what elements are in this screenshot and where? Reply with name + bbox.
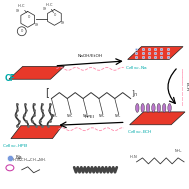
Text: $\mathsf{H_2C}$: $\mathsf{H_2C}$	[17, 2, 26, 10]
Text: Cell$_{suc}$-ECH: Cell$_{suc}$-ECH	[127, 128, 152, 136]
Text: OH: OH	[35, 23, 39, 27]
Ellipse shape	[136, 104, 139, 112]
Text: $\mathsf{NH_2}$: $\mathsf{NH_2}$	[98, 112, 106, 120]
Text: O: O	[54, 13, 57, 17]
Text: $\mathsf{NH_2}$: $\mathsf{NH_2}$	[114, 112, 122, 120]
Text: [: [	[46, 88, 50, 98]
Text: $\mathsf{NH_2}$: $\mathsf{NH_2}$	[174, 147, 182, 155]
Text: OH: OH	[16, 9, 20, 13]
Polygon shape	[128, 47, 183, 60]
Polygon shape	[11, 126, 62, 139]
Text: $\mathsf{H_2N}$: $\mathsf{H_2N}$	[129, 153, 137, 160]
Polygon shape	[9, 66, 64, 79]
Text: OH: OH	[61, 21, 65, 25]
Ellipse shape	[162, 104, 166, 112]
Text: $\mathsf{NH_2}$: $\mathsf{NH_2}$	[82, 112, 90, 120]
Text: HPEI: HPEI	[85, 115, 95, 119]
Polygon shape	[130, 112, 185, 125]
Ellipse shape	[152, 104, 155, 112]
Ellipse shape	[157, 104, 160, 112]
Text: NaOH/EtOH: NaOH/EtOH	[77, 54, 103, 58]
Text: Cell$_{suc}$-Na: Cell$_{suc}$-Na	[125, 64, 147, 72]
Text: Na: Na	[16, 155, 22, 160]
Text: $\mathsf{NH_2}$: $\mathsf{NH_2}$	[51, 112, 58, 120]
Text: $\mathsf{NH_2}$: $\mathsf{NH_2}$	[66, 112, 74, 120]
Ellipse shape	[141, 104, 144, 112]
Ellipse shape	[168, 104, 171, 112]
Text: ]$_n$: ]$_n$	[131, 89, 138, 99]
Text: O: O	[21, 29, 23, 33]
Text: $\mathsf{H_2C}$: $\mathsf{H_2C}$	[45, 2, 54, 9]
Text: ECH: ECH	[185, 82, 189, 91]
Text: $\mathsf{H_2N\!\!-\!\!CH_2\!\!-\!\!CH_2\!\!-\!\!NH_2}$: $\mathsf{H_2N\!\!-\!\!CH_2\!\!-\!\!CH_2\…	[12, 157, 47, 164]
Text: O: O	[28, 15, 30, 19]
Text: Cell$_{suc}$-HPEI: Cell$_{suc}$-HPEI	[2, 142, 29, 150]
Text: OH: OH	[43, 8, 47, 12]
Ellipse shape	[146, 104, 150, 112]
Text: CF: CF	[5, 74, 16, 83]
